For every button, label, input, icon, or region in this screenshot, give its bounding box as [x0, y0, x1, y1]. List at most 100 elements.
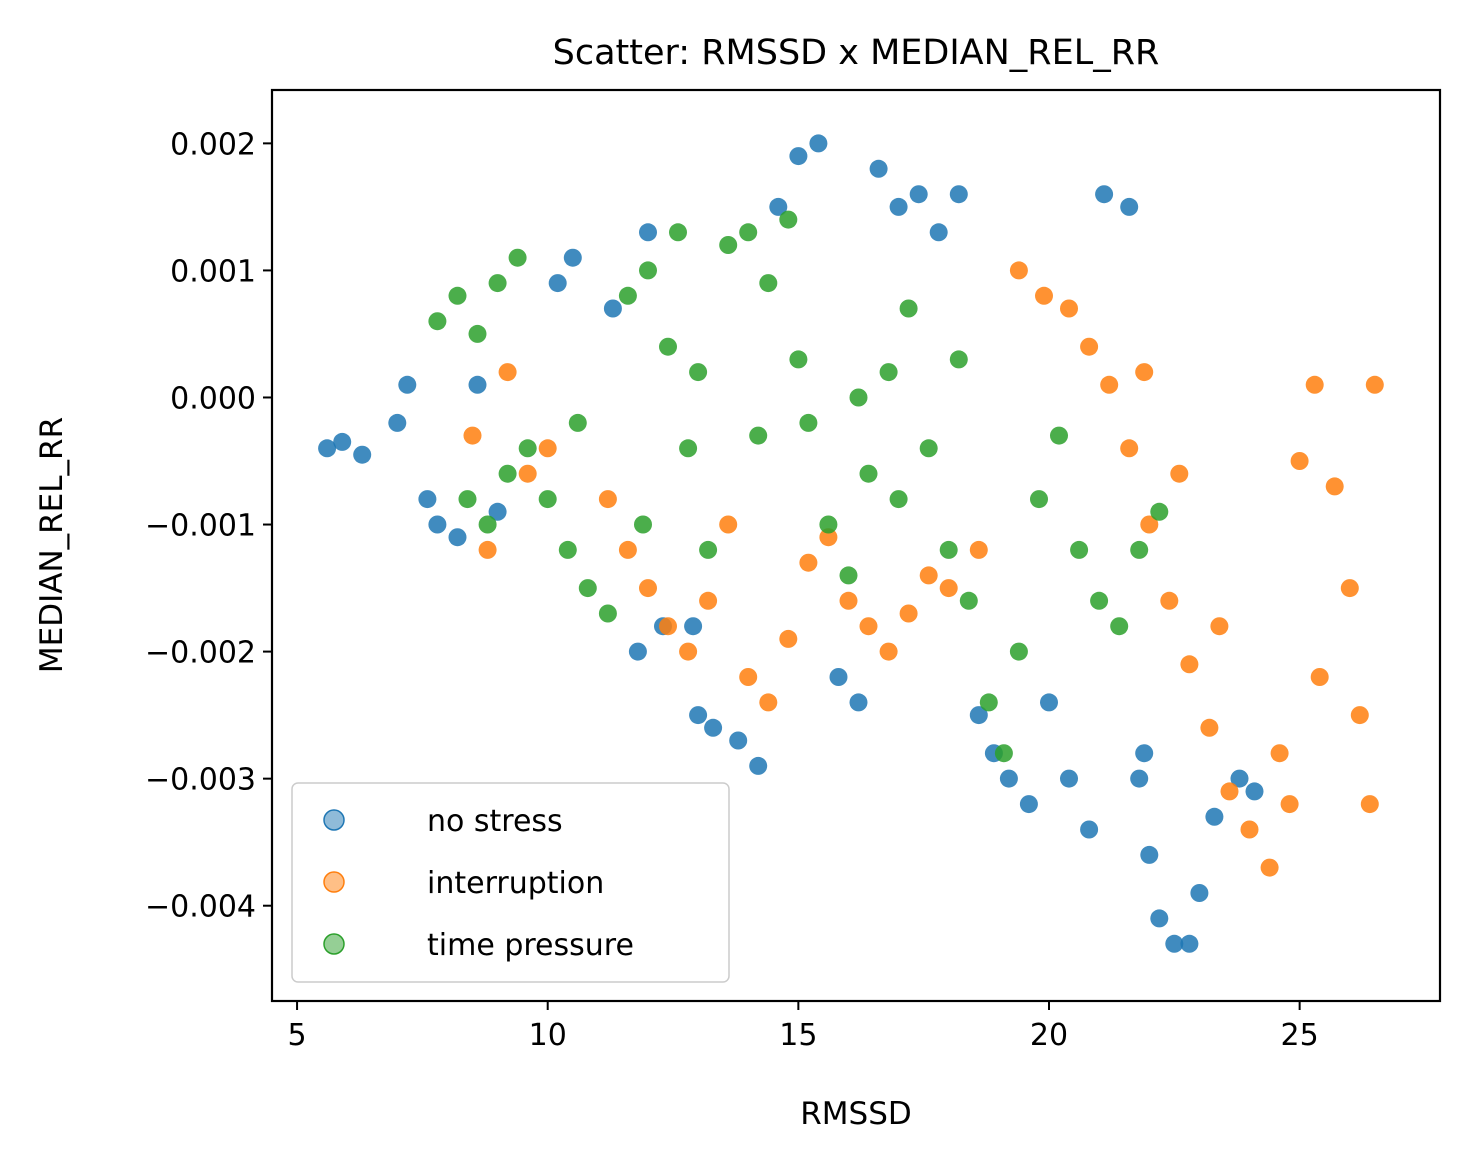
point-no-stress-36 — [1060, 769, 1078, 788]
point-interruption-33 — [1200, 718, 1219, 737]
chart-title: Scatter: RMSSD x MEDIAN_REL_RR — [553, 33, 1160, 73]
x-tick-label-1: 10 — [529, 1018, 567, 1053]
point-interruption-16 — [819, 528, 838, 547]
legend-marker-interruption — [323, 871, 345, 893]
x-tick-label-0: 5 — [288, 1018, 307, 1053]
point-interruption-20 — [899, 604, 918, 623]
plot-frame — [270, 88, 1442, 1003]
point-interruption-34 — [1220, 782, 1239, 801]
point-no-stress-10 — [548, 274, 567, 293]
y-tick-label-1: 0.001 — [170, 254, 256, 289]
point-interruption-15 — [799, 553, 818, 572]
point-interruption-4 — [538, 439, 557, 458]
point-interruption-2 — [498, 363, 517, 382]
point-interruption-19 — [879, 642, 898, 661]
point-interruption-17 — [839, 591, 858, 610]
point-interruption-31 — [1160, 591, 1179, 610]
legend-label-time-pressure: time pressure — [427, 928, 634, 963]
point-no-stress-38 — [1095, 185, 1114, 204]
point-time-pressure-26 — [899, 299, 918, 318]
point-interruption-29 — [1120, 439, 1139, 458]
point-time-pressure-48 — [498, 464, 517, 483]
point-interruption-38 — [1290, 452, 1309, 470]
point-no-stress-43 — [1165, 934, 1184, 953]
point-interruption-1 — [478, 540, 497, 559]
legend-marker-time-pressure — [323, 933, 345, 955]
point-interruption-45 — [1310, 668, 1329, 686]
point-interruption-0 — [463, 426, 482, 445]
point-time-pressure-6 — [478, 515, 497, 534]
point-interruption-39 — [1305, 375, 1324, 394]
point-time-pressure-44 — [949, 350, 968, 369]
point-no-stress-0 — [318, 439, 337, 458]
point-no-stress-27 — [889, 197, 908, 216]
point-interruption-24 — [1009, 261, 1028, 280]
point-interruption-30 — [1140, 515, 1159, 534]
point-no-stress-37 — [1080, 820, 1099, 839]
point-time-pressure-28 — [939, 540, 958, 559]
point-no-stress-7 — [448, 528, 467, 547]
point-time-pressure-27 — [919, 439, 938, 458]
point-no-stress-40 — [1130, 769, 1149, 788]
point-no-stress-23 — [809, 134, 828, 153]
point-no-stress-39 — [1120, 197, 1139, 216]
point-time-pressure-39 — [1150, 502, 1169, 521]
point-interruption-13 — [759, 693, 778, 712]
point-time-pressure-35 — [1070, 540, 1089, 559]
point-no-stress-31 — [969, 706, 988, 725]
point-interruption-41 — [1340, 579, 1359, 598]
point-interruption-5 — [598, 490, 617, 509]
point-time-pressure-30 — [979, 693, 998, 712]
y-tick-label-3: −0.001 — [145, 509, 256, 544]
point-no-stress-33 — [999, 769, 1018, 788]
point-time-pressure-9 — [558, 540, 577, 559]
point-interruption-47 — [1210, 617, 1229, 636]
point-no-stress-47 — [1230, 769, 1249, 788]
legend-label-interruption: interruption — [427, 866, 604, 901]
point-time-pressure-13 — [639, 261, 657, 280]
point-interruption-32 — [1180, 655, 1199, 674]
legend-label-no-stress: no stress — [427, 804, 563, 839]
point-interruption-43 — [1360, 795, 1379, 814]
x-tick-label-4: 25 — [1281, 1018, 1319, 1053]
point-time-pressure-23 — [839, 566, 858, 585]
point-time-pressure-12 — [618, 286, 637, 305]
point-time-pressure-43 — [889, 490, 908, 509]
point-no-stress-14 — [639, 223, 657, 242]
point-interruption-21 — [919, 566, 938, 585]
point-no-stress-22 — [789, 147, 808, 166]
y-tick-label-6: −0.004 — [145, 890, 256, 925]
y-axis-title: MEDIAN_REL_RR — [34, 417, 70, 673]
point-interruption-8 — [659, 617, 677, 636]
point-time-pressure-45 — [689, 363, 708, 382]
point-time-pressure-16 — [699, 540, 718, 559]
point-time-pressure-41 — [789, 350, 808, 369]
y-tick-label-5: −0.003 — [145, 763, 256, 798]
point-interruption-40 — [1325, 477, 1344, 496]
point-no-stress-16 — [684, 617, 703, 636]
point-time-pressure-20 — [779, 210, 798, 229]
x-axis: 5 10 15 20 25 — [288, 1001, 1319, 1053]
point-interruption-22 — [939, 579, 958, 598]
point-no-stress-17 — [689, 706, 708, 725]
point-no-stress-20 — [749, 756, 768, 775]
point-time-pressure-15 — [679, 439, 698, 458]
point-no-stress-13 — [628, 642, 647, 661]
point-interruption-26 — [1060, 299, 1078, 318]
point-time-pressure-36 — [1090, 591, 1109, 610]
point-no-stress-4 — [398, 375, 417, 394]
point-time-pressure-32 — [1009, 642, 1028, 661]
point-time-pressure-4 — [508, 248, 527, 267]
point-time-pressure-5 — [458, 490, 477, 509]
point-time-pressure-10 — [578, 579, 597, 598]
point-no-stress-11 — [563, 248, 582, 267]
point-time-pressure-2 — [468, 324, 487, 343]
point-time-pressure-7 — [518, 439, 537, 458]
point-time-pressure-8 — [538, 490, 557, 509]
point-time-pressure-38 — [1130, 540, 1149, 559]
point-interruption-3 — [518, 464, 537, 483]
point-time-pressure-17 — [719, 236, 738, 254]
point-time-pressure-46 — [634, 515, 652, 534]
